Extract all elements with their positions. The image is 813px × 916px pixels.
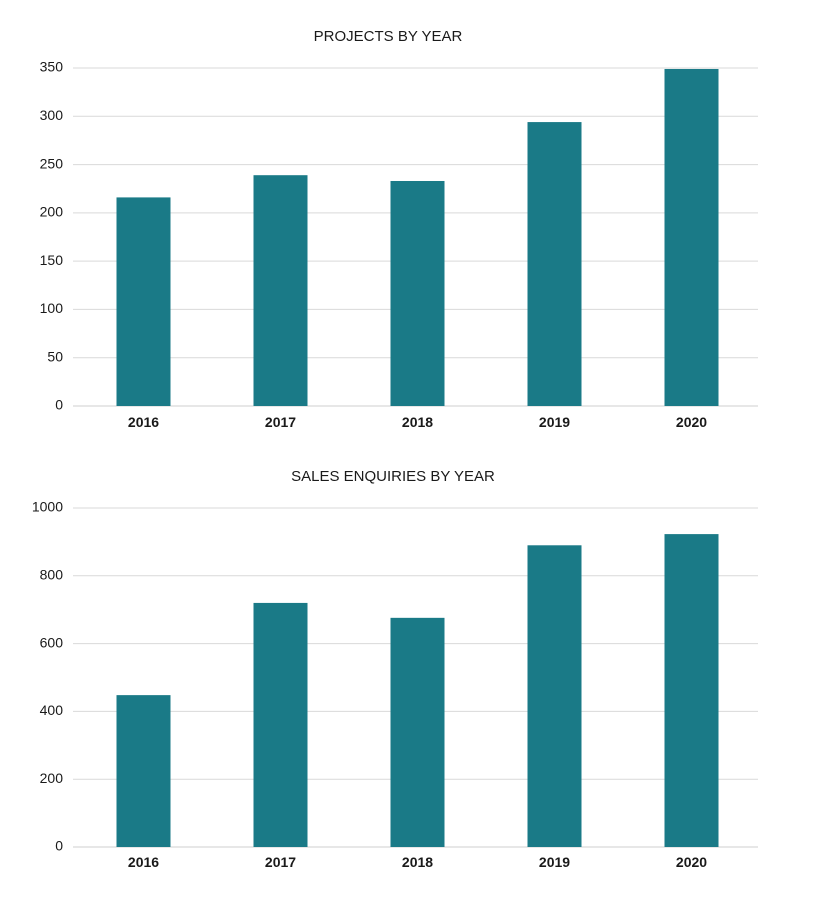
projects-x-tick-label-2018: 2018 [402,414,433,430]
projects-x-tick-label-2020: 2020 [676,414,707,430]
sales-enquiries-bar-2016 [116,695,171,847]
projects-y-tick-label: 300 [40,107,64,123]
projects-chart-title: PROJECTS BY YEAR [314,28,463,45]
sales-enquiries-bar-2017 [253,602,308,847]
projects-y-tick-label: 350 [40,59,64,75]
sales-enquiries-y-tick-label: 800 [40,567,64,583]
sales-enquiries-x-tick-label-2017: 2017 [265,854,296,870]
projects-x-tick-label-2016: 2016 [128,414,159,430]
sales-enquiries-chart: SALES ENQUIRIES BY YEAR 0 200 400 600 800 100… [32,468,758,870]
projects-x-tick-label-2019: 2019 [539,414,570,430]
projects-bar-2019 [527,122,582,406]
projects-y-tick-label: 150 [40,252,64,268]
projects-bar-2017 [253,175,308,406]
sales-enquiries-x-tick-label-2016: 2016 [128,854,159,870]
projects-x-tick-label-2017: 2017 [265,414,296,430]
projects-y-tick-label: 200 [40,204,64,220]
sales-enquiries-bar-2019 [527,545,582,847]
sales-enquiries-bar-2020 [664,534,719,847]
sales-enquiries-y-tick-label: 200 [40,770,64,786]
projects-y-tick-label: 100 [40,300,64,316]
sales-enquiries-y-tick-label: 600 [40,634,64,650]
sales-enquiries-y-tick-label: 1000 [32,499,63,515]
projects-bar-2020 [664,68,719,407]
sales-enquiries-y-tick-label: 400 [40,702,64,718]
sales-enquiries-x-tick-label-2020: 2020 [676,854,707,870]
sales-enquiries-x-tick-label-2019: 2019 [539,854,570,870]
projects-chart: PROJECTS BY YEAR 0 50 100 150 200 250 300 350 20… [40,28,758,430]
projects-bar-2018 [390,180,445,406]
sales-enquiries-y-tick-label: 0 [55,838,63,854]
sales-enquiries-chart-title: SALES ENQUIRIES BY YEAR [291,468,495,485]
projects-y-tick-label: 250 [40,155,64,171]
sales-enquiries-bar-2018 [390,617,445,847]
projects-bar-2016 [116,197,171,406]
projects-y-tick-label: 50 [47,348,63,364]
sales-enquiries-x-tick-label-2018: 2018 [402,854,433,870]
projects-y-tick-label: 0 [55,397,63,413]
